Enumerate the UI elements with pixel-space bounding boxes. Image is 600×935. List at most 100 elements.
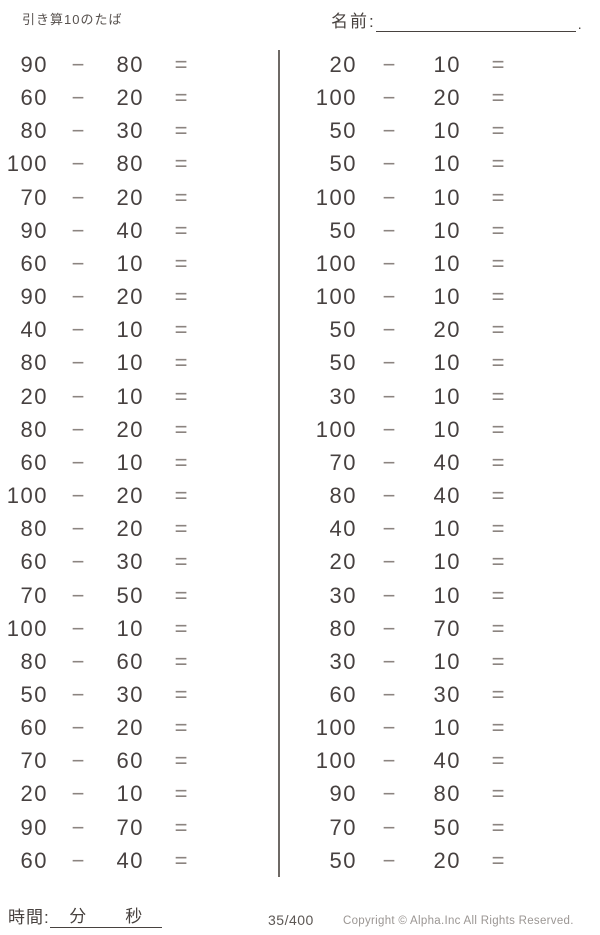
- time-input-line[interactable]: 分 秒: [49, 905, 162, 928]
- minus-sign: −: [71, 151, 85, 177]
- answer-blank[interactable]: [206, 282, 268, 311]
- answer-blank[interactable]: [206, 779, 268, 808]
- answer-blank[interactable]: [206, 746, 268, 775]
- answer-blank[interactable]: [206, 415, 268, 444]
- subtrahend: 10: [116, 449, 144, 475]
- equals-sign: =: [174, 217, 188, 243]
- equals-sign: =: [491, 582, 505, 608]
- name-input-line[interactable]: [375, 10, 576, 32]
- subtrahend: 80: [116, 52, 144, 77]
- equals-sign: =: [174, 350, 188, 376]
- answer-blank[interactable]: [513, 547, 575, 576]
- answer-blank[interactable]: [206, 116, 268, 145]
- answer-blank[interactable]: [206, 680, 268, 709]
- answer-blank[interactable]: [206, 183, 268, 212]
- answer-blank[interactable]: [206, 713, 268, 742]
- answer-blank[interactable]: [513, 614, 575, 643]
- problem-row: 100− 20 =: [307, 81, 579, 114]
- answer-blank[interactable]: [513, 647, 575, 676]
- answer-blank[interactable]: [513, 415, 575, 444]
- minuend: 40: [329, 516, 357, 542]
- problem-row: 100− 10 =: [307, 711, 579, 744]
- minuend: 100: [6, 483, 48, 509]
- answer-blank[interactable]: [206, 846, 268, 875]
- answer-blank[interactable]: [513, 713, 575, 742]
- answer-blank[interactable]: [513, 680, 575, 709]
- problem-row: 90− 80 =: [0, 48, 272, 81]
- answer-blank[interactable]: [206, 50, 268, 79]
- answer-blank[interactable]: [513, 149, 575, 178]
- answer-blank[interactable]: [513, 514, 575, 543]
- problem-row: 60− 30 =: [307, 678, 579, 711]
- answer-blank[interactable]: [206, 547, 268, 576]
- answer-blank[interactable]: [206, 216, 268, 245]
- subtrahend: 10: [116, 250, 144, 276]
- equals-sign: =: [491, 483, 505, 509]
- answer-blank[interactable]: [513, 50, 575, 79]
- answer-blank[interactable]: [206, 481, 268, 510]
- answer-blank[interactable]: [206, 647, 268, 676]
- answer-blank[interactable]: [206, 315, 268, 344]
- minus-sign: −: [382, 781, 396, 807]
- answer-blank[interactable]: [513, 216, 575, 245]
- minus-sign: −: [71, 582, 85, 608]
- minus-sign: −: [382, 648, 396, 674]
- answer-blank[interactable]: [206, 813, 268, 842]
- minus-sign: −: [382, 151, 396, 177]
- answer-blank[interactable]: [513, 779, 575, 808]
- answer-blank[interactable]: [513, 813, 575, 842]
- equals-sign: =: [491, 317, 505, 343]
- equals-sign: =: [491, 615, 505, 641]
- answer-blank[interactable]: [206, 581, 268, 610]
- subtrahend: 20: [116, 715, 144, 741]
- answer-blank[interactable]: [513, 83, 575, 112]
- subtrahend: 10: [116, 350, 144, 376]
- answer-blank[interactable]: [206, 348, 268, 377]
- answer-blank[interactable]: [513, 746, 575, 775]
- answer-blank[interactable]: [513, 116, 575, 145]
- copyright-text: Copyright © Alpha.Inc All Rights Reserve…: [343, 915, 574, 927]
- answer-blank[interactable]: [206, 149, 268, 178]
- problem-row: 60− 30 =: [0, 545, 272, 578]
- answer-blank[interactable]: [513, 448, 575, 477]
- equals-sign: =: [174, 715, 188, 741]
- minuend: 50: [20, 681, 48, 707]
- answer-blank[interactable]: [513, 348, 575, 377]
- answer-blank[interactable]: [206, 382, 268, 411]
- minus-sign: −: [71, 184, 85, 210]
- minus-sign: −: [71, 217, 85, 243]
- equals-sign: =: [174, 681, 188, 707]
- subtrahend: 10: [433, 250, 461, 276]
- answer-blank[interactable]: [513, 315, 575, 344]
- answer-blank[interactable]: [206, 249, 268, 278]
- subtrahend: 20: [433, 847, 461, 873]
- problem-row: 100− 10 =: [307, 413, 579, 446]
- equals-sign: =: [491, 85, 505, 111]
- answer-blank[interactable]: [513, 581, 575, 610]
- answer-blank[interactable]: [206, 614, 268, 643]
- equals-sign: =: [491, 648, 505, 674]
- equals-sign: =: [491, 118, 505, 144]
- problem-row: 80− 10 =: [0, 346, 272, 379]
- answer-blank[interactable]: [206, 448, 268, 477]
- answer-blank[interactable]: [513, 282, 575, 311]
- subtrahend: 40: [116, 217, 144, 243]
- problem-row: 60− 40 =: [0, 844, 272, 877]
- minuend: 100: [6, 151, 48, 177]
- subtrahend: 20: [116, 483, 144, 509]
- answer-blank[interactable]: [513, 846, 575, 875]
- problem-column-left: 90−80 = 60−20 = 80−30 = 100−80 = 70−20 = 90−40 = 60−…: [0, 48, 272, 877]
- answer-blank[interactable]: [206, 514, 268, 543]
- equals-sign: =: [491, 350, 505, 376]
- answer-blank[interactable]: [513, 183, 575, 212]
- subtrahend: 30: [116, 681, 144, 707]
- minus-sign: −: [71, 317, 85, 343]
- problem-row: 90− 40 =: [0, 214, 272, 247]
- minuend: 20: [20, 383, 48, 409]
- minus-sign: −: [71, 814, 85, 840]
- minus-sign: −: [71, 350, 85, 376]
- answer-blank[interactable]: [513, 382, 575, 411]
- answer-blank[interactable]: [513, 249, 575, 278]
- answer-blank[interactable]: [206, 83, 268, 112]
- answer-blank[interactable]: [513, 481, 575, 510]
